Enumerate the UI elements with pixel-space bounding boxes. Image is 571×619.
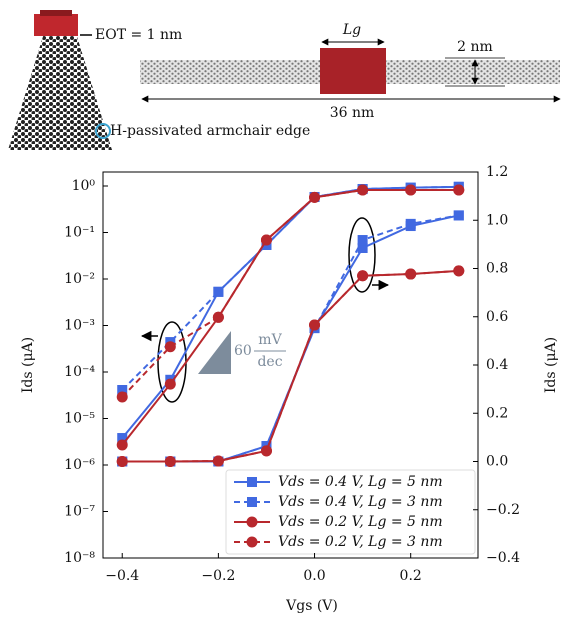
y-tick-label: 10⁻⁴ bbox=[64, 364, 95, 380]
marker bbox=[117, 433, 128, 444]
y2-tick-label: 1.0 bbox=[486, 212, 508, 228]
marker bbox=[116, 439, 128, 451]
marker bbox=[213, 286, 224, 297]
legend-label: Vds = 0.4 V, Lg = 3 nm bbox=[278, 494, 443, 510]
legend-marker bbox=[246, 516, 258, 528]
marker bbox=[453, 184, 465, 196]
marker bbox=[212, 311, 224, 323]
y2-tick-label: 1.2 bbox=[486, 164, 508, 180]
series-line bbox=[122, 269, 459, 463]
gate bbox=[320, 48, 386, 94]
marker bbox=[357, 242, 368, 253]
legend-marker bbox=[247, 477, 257, 487]
y-tick-label: 10⁻⁵ bbox=[64, 410, 95, 426]
y2-tick-label: 0.0 bbox=[486, 454, 508, 470]
y2-tick-label: 0.6 bbox=[486, 309, 508, 325]
slope-triangle bbox=[198, 331, 231, 374]
schematic: EOT = 1 nm H-passivated armchair edge Lg… bbox=[8, 10, 561, 150]
legend-label: Vds = 0.4 V, Lg = 5 nm bbox=[278, 474, 443, 490]
y-tick-label: 10⁻² bbox=[64, 271, 95, 287]
marker bbox=[357, 270, 369, 282]
marker bbox=[309, 319, 321, 331]
gate-top bbox=[40, 10, 72, 16]
length-label: 36 nm bbox=[330, 105, 375, 121]
y-tick-label: 10⁻⁶ bbox=[64, 457, 95, 473]
legend bbox=[225, 469, 476, 555]
y2-axis-label: Ids (μA) bbox=[543, 337, 559, 393]
y2-tick-label: 0.2 bbox=[486, 405, 508, 421]
slope-unit-top: mV bbox=[258, 332, 282, 348]
marker bbox=[453, 265, 465, 277]
marker bbox=[405, 218, 416, 229]
y-axis-label: Ids (μA) bbox=[20, 337, 36, 393]
y2-tick-label: 0.4 bbox=[486, 357, 508, 373]
marker bbox=[117, 385, 128, 396]
legend-marker bbox=[247, 497, 257, 507]
series-line bbox=[121, 185, 459, 391]
legend-label: Vds = 0.2 V, Lg = 3 nm bbox=[278, 534, 443, 550]
slope-value: 60 bbox=[234, 343, 252, 359]
marker bbox=[260, 234, 272, 246]
x-tick-label: −0.4 bbox=[105, 568, 139, 584]
y-tick-label: 10⁻³ bbox=[64, 317, 95, 333]
marker bbox=[260, 445, 272, 457]
edge-marker bbox=[95, 123, 111, 139]
y-tick-label: 10⁻⁷ bbox=[64, 503, 95, 519]
group-ellipse bbox=[348, 217, 376, 293]
y-tick-label: 10⁻¹ bbox=[64, 224, 95, 240]
marker bbox=[309, 191, 321, 203]
x-tick-label: 0.0 bbox=[303, 568, 325, 584]
marker bbox=[357, 184, 369, 196]
x-tick-label: −0.2 bbox=[201, 568, 235, 584]
marker bbox=[405, 268, 417, 280]
marker bbox=[116, 456, 128, 467]
marker bbox=[164, 456, 176, 467]
marker bbox=[116, 391, 128, 403]
eot-label: EOT = 1 nm bbox=[95, 27, 182, 43]
legend-marker bbox=[246, 536, 258, 548]
ribbon-cone bbox=[8, 30, 112, 150]
marker bbox=[164, 341, 176, 353]
y2-tick-label: −0.4 bbox=[486, 550, 520, 566]
gate-block bbox=[34, 14, 78, 36]
width-label: 2 nm bbox=[457, 39, 493, 55]
x-tick-label: 0.2 bbox=[400, 568, 422, 584]
legend-label: Vds = 0.2 V, Lg = 5 nm bbox=[278, 514, 443, 530]
lg-label: Lg bbox=[342, 22, 361, 38]
marker bbox=[405, 184, 417, 196]
y-tick-label: 10⁻⁸ bbox=[64, 550, 95, 566]
edge-label: H-passivated armchair edge bbox=[110, 123, 310, 139]
y2-tick-label: 0.8 bbox=[486, 261, 508, 277]
y2-tick-label: −0.2 bbox=[486, 502, 520, 518]
series-line bbox=[122, 269, 459, 463]
slope-unit-bottom: dec bbox=[257, 354, 282, 370]
marker bbox=[357, 235, 368, 246]
marker bbox=[164, 378, 176, 390]
marker bbox=[212, 455, 224, 467]
series-line bbox=[121, 189, 459, 446]
y-tick-label: 10⁰ bbox=[72, 178, 96, 194]
x-axis-label: Vgs (V) bbox=[285, 598, 338, 614]
marker bbox=[453, 210, 464, 221]
